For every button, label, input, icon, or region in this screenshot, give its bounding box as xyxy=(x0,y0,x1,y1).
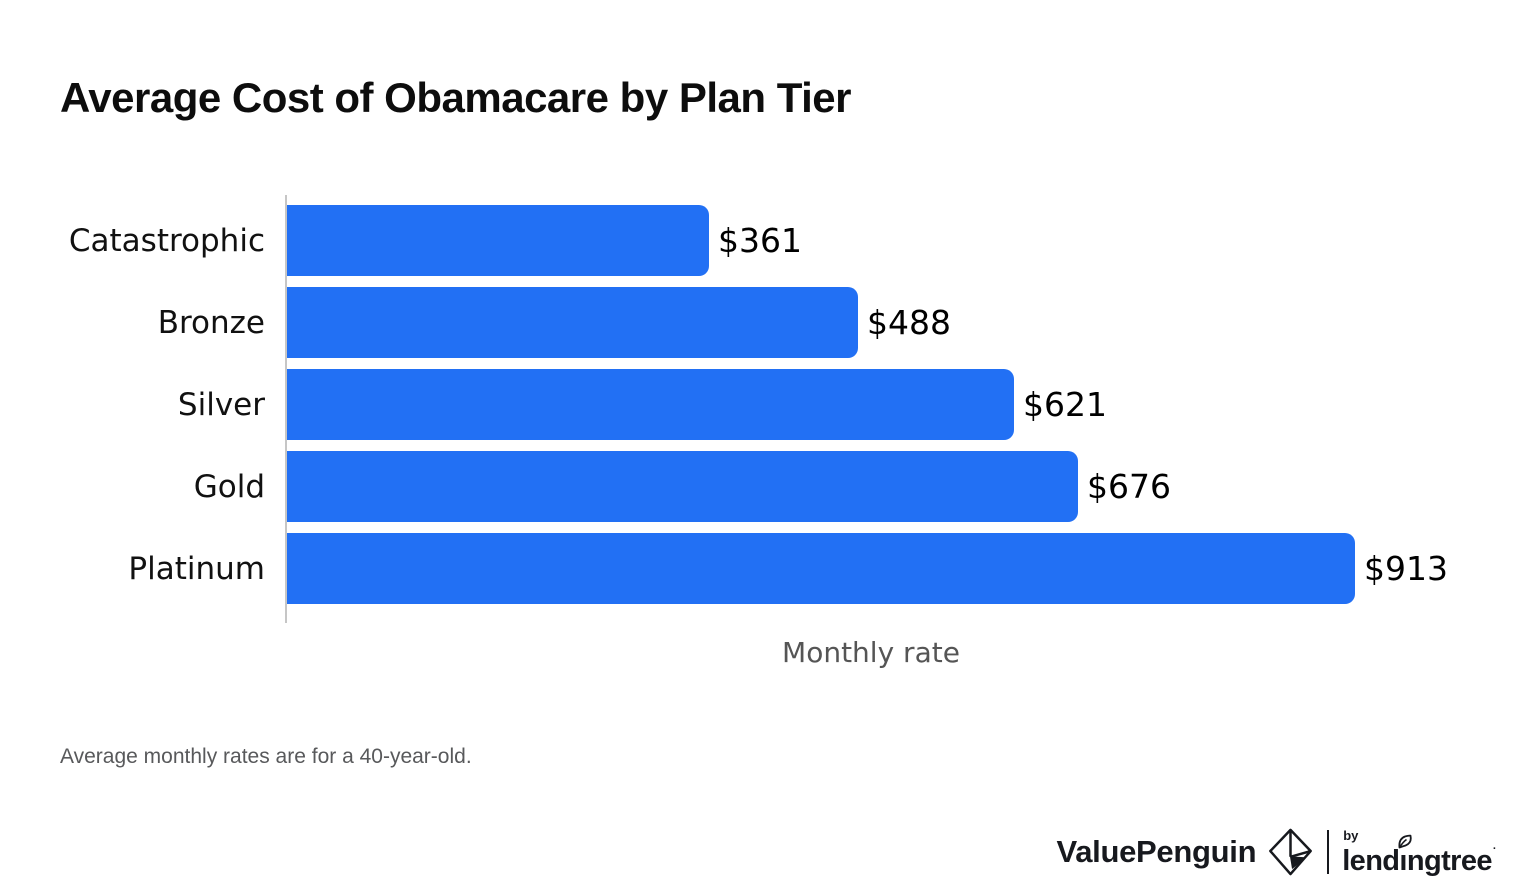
valuepenguin-origami-icon xyxy=(1269,828,1313,876)
bar-row: Silver $621 xyxy=(0,369,1520,440)
bar-row: Catastrophic $361 xyxy=(0,205,1520,276)
bar xyxy=(287,533,1355,604)
value-label: $621 xyxy=(1023,385,1107,424)
x-axis-label: Monthly rate xyxy=(782,636,960,669)
category-label: Catastrophic xyxy=(68,222,265,259)
value-label: $488 xyxy=(867,303,951,342)
bar-row: Gold $676 xyxy=(0,451,1520,522)
chart-title: Average Cost of Obamacare by Plan Tier xyxy=(60,74,851,121)
category-label: Silver xyxy=(177,386,265,423)
leaf-icon xyxy=(1398,834,1413,848)
lendingtree-by-label: by xyxy=(1343,827,1359,843)
bar-row: Bronze $488 xyxy=(0,287,1520,358)
valuepenguin-wordmark: ValuePenguin xyxy=(1056,834,1257,869)
bar-row: Platinum $913 xyxy=(0,533,1520,604)
bar xyxy=(287,451,1078,522)
bar xyxy=(287,205,709,276)
category-label: Bronze xyxy=(157,304,265,341)
lendingtree-wordmark: lendı ngtree· xyxy=(1342,834,1497,876)
footer-logo: ValuePenguin by lendı ngtree· xyxy=(1056,826,1497,878)
bar-chart: Catastrophic $361 Bronze $488 Silver $62… xyxy=(0,205,1520,615)
trademark-mark: · xyxy=(1492,842,1497,855)
bar xyxy=(287,287,858,358)
footnote: Average monthly rates are for a 40-year-… xyxy=(60,745,472,768)
value-label: $913 xyxy=(1364,549,1448,588)
category-label: Platinum xyxy=(128,550,265,587)
value-label: $361 xyxy=(718,221,802,260)
value-label: $676 xyxy=(1087,467,1171,506)
category-label: Gold xyxy=(193,468,265,505)
footer-divider xyxy=(1327,830,1330,874)
y-axis-line xyxy=(285,195,287,623)
bar xyxy=(287,369,1014,440)
